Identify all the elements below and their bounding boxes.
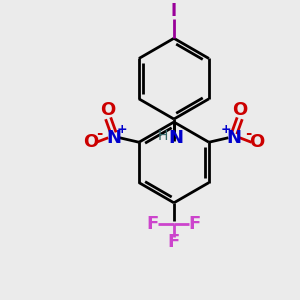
Text: O: O [83,133,99,151]
Text: +: + [220,123,231,136]
Text: O: O [100,101,116,119]
Text: O: O [249,133,264,151]
Text: -: - [96,126,103,141]
Text: N: N [227,129,242,147]
Text: F: F [189,215,201,233]
Text: -: - [245,126,252,141]
Text: H: H [158,129,168,143]
Text: O: O [232,101,247,119]
Text: F: F [168,233,180,251]
Text: N: N [106,129,121,147]
Text: I: I [171,2,177,20]
Text: N: N [168,130,183,148]
Text: +: + [117,123,127,136]
Text: F: F [147,215,159,233]
